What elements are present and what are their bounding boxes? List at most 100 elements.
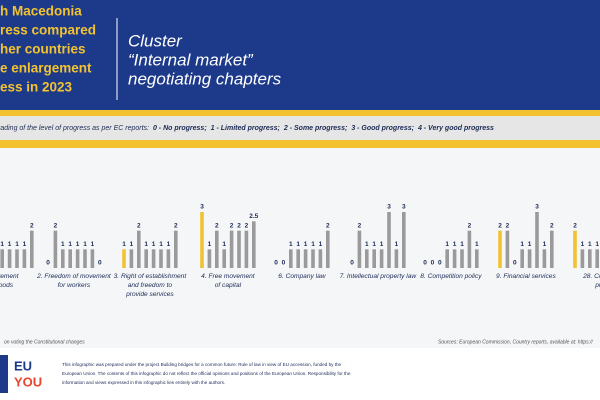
bar	[452, 249, 457, 268]
value-label: 2	[245, 222, 249, 229]
bar	[303, 249, 308, 268]
bar	[573, 230, 577, 268]
footer	[0, 348, 600, 400]
category-label: ovement	[0, 273, 20, 280]
bar	[467, 230, 472, 268]
value-label: 2	[468, 222, 472, 229]
value-label: 0	[438, 260, 442, 267]
value-label: 1	[311, 241, 315, 248]
value-label: 1	[76, 241, 80, 248]
value-label: 0	[513, 260, 517, 267]
bar	[252, 221, 256, 268]
sources: Sources: European Commission, Country re…	[438, 339, 593, 345]
value-label: 1	[15, 241, 19, 248]
value-label: 1	[91, 241, 95, 248]
value-label: 1	[588, 241, 592, 248]
category-label: 9. Financial services	[496, 273, 556, 280]
value-label: 3	[200, 204, 204, 211]
title-line: her countries	[0, 42, 86, 57]
value-label: 1	[61, 241, 65, 248]
value-label: 2	[506, 222, 510, 229]
value-label: 1	[475, 241, 479, 248]
category-label: 4. Free movement	[201, 273, 256, 280]
bar	[68, 249, 72, 268]
value-label: 1	[296, 241, 300, 248]
grading-item: 3 - Good progress;	[351, 125, 414, 132]
bar	[229, 230, 234, 268]
value-label: 1	[460, 241, 464, 248]
value-label: 1	[83, 241, 87, 248]
bar	[542, 249, 547, 268]
bar	[200, 212, 204, 268]
bar	[159, 249, 163, 268]
value-label: 2	[174, 222, 178, 229]
bar	[0, 249, 4, 268]
bar	[505, 230, 510, 268]
banner	[0, 0, 600, 110]
bar	[166, 249, 171, 268]
bar	[379, 249, 384, 268]
value-label: 2	[30, 222, 34, 229]
bar	[402, 212, 406, 268]
value-label: 1	[208, 241, 212, 248]
bar	[365, 249, 369, 268]
value-label: 1	[68, 241, 72, 248]
value-label: 3	[535, 204, 539, 211]
value-label: 0	[46, 260, 50, 267]
bar	[387, 212, 391, 268]
bar	[550, 230, 554, 268]
category-label: 2. Freedom of movement	[36, 273, 112, 280]
category-label: and freedom to	[128, 282, 173, 289]
category-label: oods	[0, 282, 14, 289]
category-label: provide services	[125, 291, 174, 298]
bar	[53, 230, 58, 268]
value-label: 1	[289, 241, 293, 248]
value-label: 1	[152, 241, 156, 248]
value-label: 0	[423, 260, 427, 267]
value-label: 1	[130, 241, 134, 248]
bar	[15, 249, 19, 268]
footer-text: information and views expressed in this …	[62, 380, 225, 385]
value-label: 2	[230, 222, 234, 229]
bar	[174, 230, 178, 268]
grading-item: 2 - Some progress;	[283, 125, 347, 132]
value-label: 2	[573, 222, 577, 229]
bar	[460, 249, 464, 268]
value-label: 3	[402, 204, 406, 211]
value-label: 1	[395, 241, 399, 248]
bar	[394, 249, 399, 268]
bar	[588, 249, 592, 268]
value-label: 1	[319, 241, 323, 248]
logo-you: YOU	[14, 374, 42, 389]
value-label: 1	[453, 241, 457, 248]
bar	[75, 249, 80, 268]
bar	[296, 249, 300, 268]
bar	[289, 249, 293, 268]
bar	[372, 249, 376, 268]
bar	[445, 249, 449, 268]
value-label: 3	[387, 204, 391, 211]
value-label: 1	[159, 241, 163, 248]
title-line: h Macedonia	[0, 4, 82, 19]
value-label: 1	[8, 241, 12, 248]
footer-text: European Union. The contents of this inf…	[62, 371, 351, 376]
cluster-line: negotiating chapters	[128, 69, 282, 88]
grading-item: 4 - Very good progress	[417, 125, 494, 132]
bar	[129, 249, 134, 268]
bar	[83, 249, 87, 268]
bar	[7, 249, 12, 268]
bar	[61, 249, 65, 268]
category-label: 6. Company law	[278, 273, 327, 280]
value-label: 1	[581, 241, 585, 248]
value-label: 2	[550, 222, 554, 229]
footer-text: This infographic was prepared under the …	[62, 362, 342, 367]
bar	[90, 249, 95, 268]
grading-item: 1 - Limited progress;	[211, 125, 280, 132]
bar	[137, 230, 141, 268]
category-label: 28. Consum	[582, 273, 600, 280]
value-label: 2	[215, 222, 219, 229]
value-label: 1	[144, 241, 148, 248]
value-label: 1	[520, 241, 524, 248]
